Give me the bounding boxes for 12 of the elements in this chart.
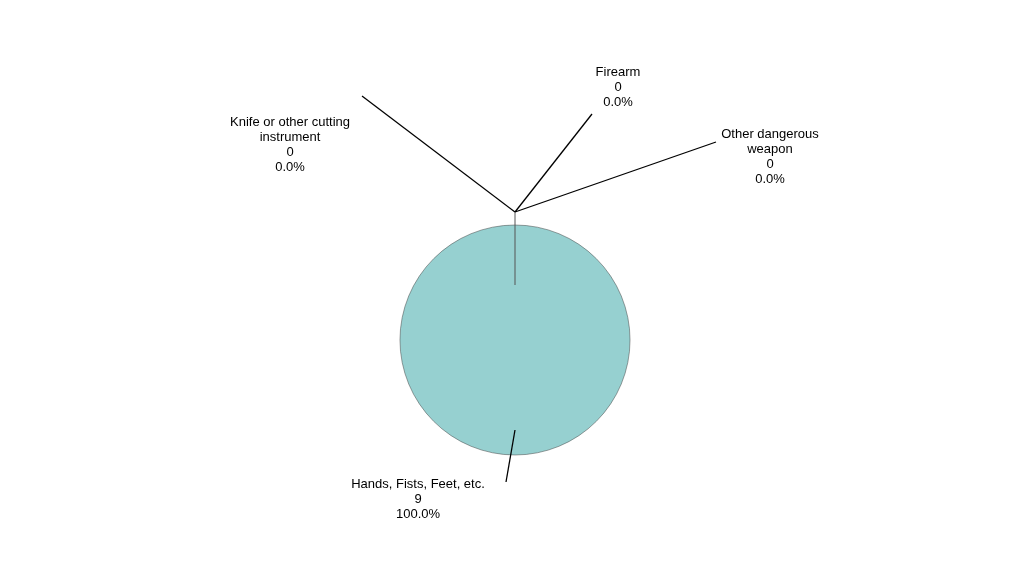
text: 0: [286, 144, 294, 159]
category-label: Other dangerous weapon: [721, 126, 819, 156]
category-label: Firearm: [595, 64, 641, 79]
text: 0.0%: [275, 159, 305, 174]
text: 9: [414, 491, 422, 506]
text: 0: [614, 79, 622, 94]
text: 0.0%: [603, 94, 633, 109]
text: 0: [766, 156, 774, 171]
text: 0.0%: [755, 171, 785, 186]
slice-label: Hands, Fists, Feet, etc.: [351, 476, 485, 491]
data-label: 100.0%: [395, 506, 441, 521]
category-label: Knife or other cutting instrument: [230, 114, 350, 144]
